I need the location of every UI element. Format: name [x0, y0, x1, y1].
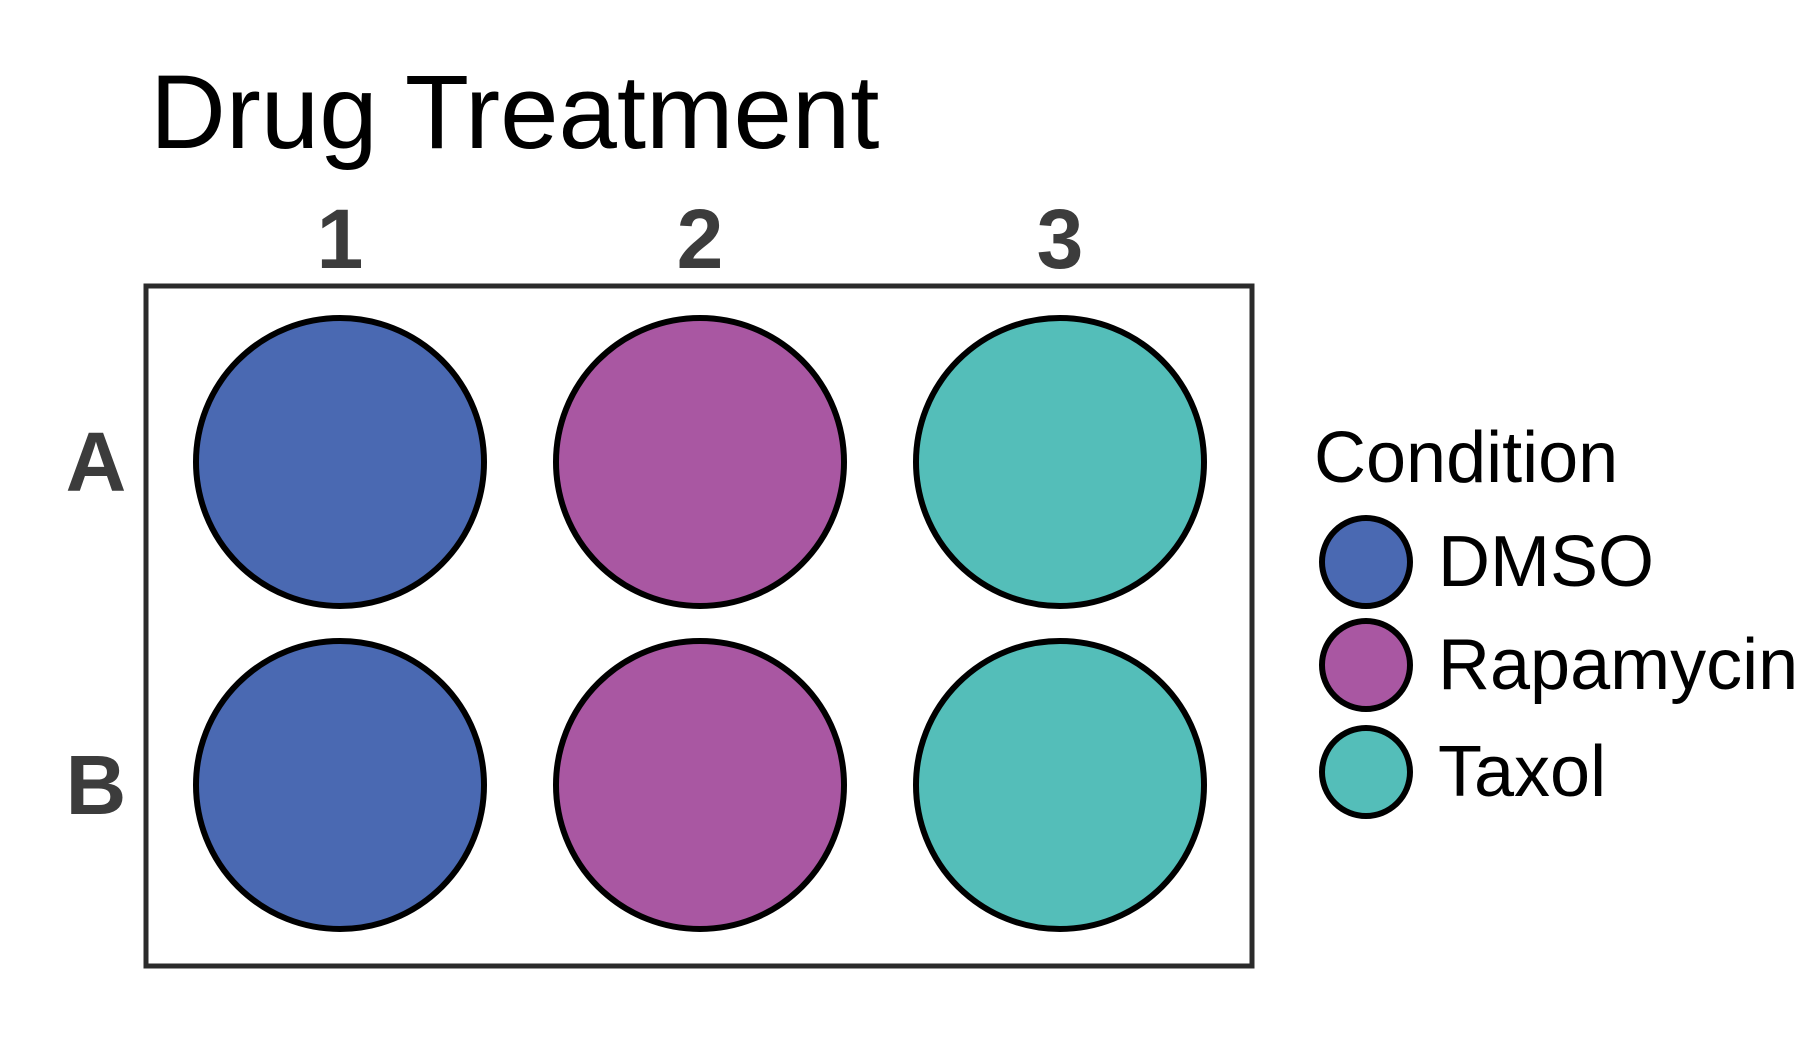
- well-A2: [553, 315, 847, 609]
- column-label-2: 2: [677, 192, 724, 286]
- legend-swatch-dmso: [1319, 515, 1413, 609]
- row-label-A: A: [66, 415, 127, 509]
- row-label-B: B: [66, 738, 127, 832]
- legend-item-taxol: Taxol: [1319, 725, 1606, 819]
- legend-title: Condition: [1314, 418, 1618, 498]
- legend-swatch-rapamycin: [1319, 618, 1413, 712]
- well-A1: [193, 315, 487, 609]
- column-label-1: 1: [317, 192, 364, 286]
- legend-label-rapamycin: Rapamycin: [1438, 625, 1798, 705]
- column-label-3: 3: [1037, 192, 1084, 286]
- legend: Condition DMSO Rapamycin Taxol: [1314, 418, 1798, 819]
- legend-label-dmso: DMSO: [1438, 522, 1654, 602]
- legend-item-dmso: DMSO: [1319, 515, 1654, 609]
- well-A3: [913, 315, 1207, 609]
- figure-title: Drug Treatment: [150, 54, 879, 171]
- legend-swatch-taxol: [1319, 725, 1413, 819]
- well-B2: [553, 638, 847, 932]
- legend-label-taxol: Taxol: [1438, 732, 1606, 812]
- well-B1: [193, 638, 487, 932]
- well-B3: [913, 638, 1207, 932]
- legend-item-rapamycin: Rapamycin: [1319, 618, 1798, 712]
